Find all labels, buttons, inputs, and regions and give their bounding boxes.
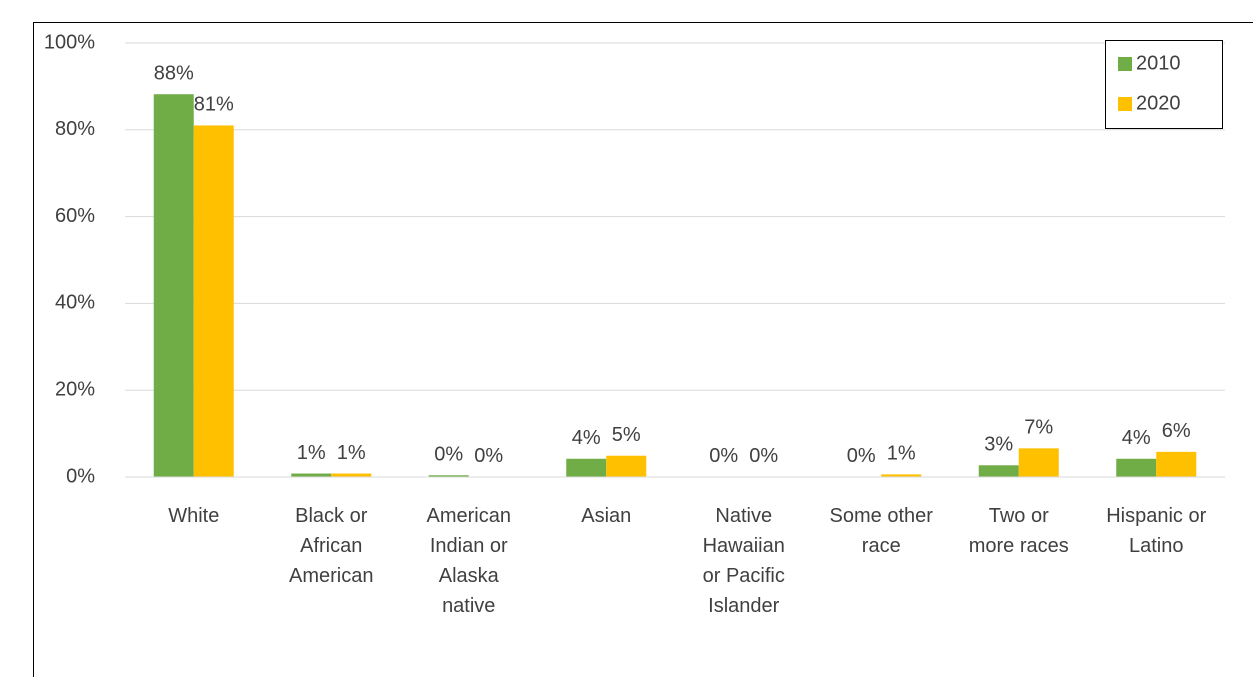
bar: [291, 473, 332, 477]
data-label: 4%: [1122, 427, 1151, 449]
data-label: 4%: [572, 427, 601, 449]
data-label: 1%: [887, 443, 916, 465]
bar: [331, 473, 372, 477]
legend-swatch: [1118, 57, 1132, 71]
x-tick-label: Native Hawaiian or Pacific Islander: [703, 505, 785, 617]
y-tick-label: 20%: [55, 378, 95, 400]
bar: [193, 125, 234, 478]
legend-swatch: [1118, 97, 1132, 111]
y-tick-label: 40%: [55, 292, 95, 314]
x-tick-label: Two or more races: [969, 505, 1069, 557]
data-label: 0%: [709, 445, 738, 467]
bar: [1018, 448, 1059, 477]
x-tick-label: Black or African American: [289, 505, 373, 587]
bar: [428, 475, 469, 477]
bar: [606, 455, 647, 477]
bar: [1156, 451, 1197, 477]
bar: [1116, 458, 1157, 477]
data-label: 1%: [297, 442, 326, 464]
bar: [978, 465, 1019, 477]
legend-box: [1105, 40, 1223, 129]
x-tick-label: American Indian or Alaska native: [427, 505, 511, 617]
data-label: 1%: [337, 442, 366, 464]
chart-frame: [33, 22, 1253, 677]
y-tick-label: 100%: [44, 31, 95, 53]
bar: [566, 458, 607, 477]
data-label: 7%: [1024, 417, 1053, 439]
y-tick-label: 60%: [55, 205, 95, 227]
legend-label: 2010: [1136, 52, 1181, 74]
data-label: 0%: [434, 444, 463, 466]
data-label: 0%: [847, 445, 876, 467]
legend-label: 2020: [1136, 92, 1181, 114]
x-tick-label: Asian: [581, 505, 631, 527]
data-label: 6%: [1162, 420, 1191, 442]
data-label: 0%: [749, 445, 778, 467]
data-label: 5%: [612, 424, 641, 446]
y-tick-label: 0%: [66, 465, 95, 487]
data-label: 81%: [194, 94, 234, 116]
bar: [881, 474, 922, 477]
x-tick-label: Some other race: [830, 505, 934, 557]
x-tick-label: Hispanic or Latino: [1106, 505, 1206, 557]
data-label: 0%: [474, 445, 503, 467]
x-tick-label: White: [168, 505, 219, 527]
bar: [153, 94, 194, 477]
data-label: 3%: [984, 434, 1013, 456]
data-label: 88%: [154, 62, 194, 84]
y-tick-label: 80%: [55, 118, 95, 140]
